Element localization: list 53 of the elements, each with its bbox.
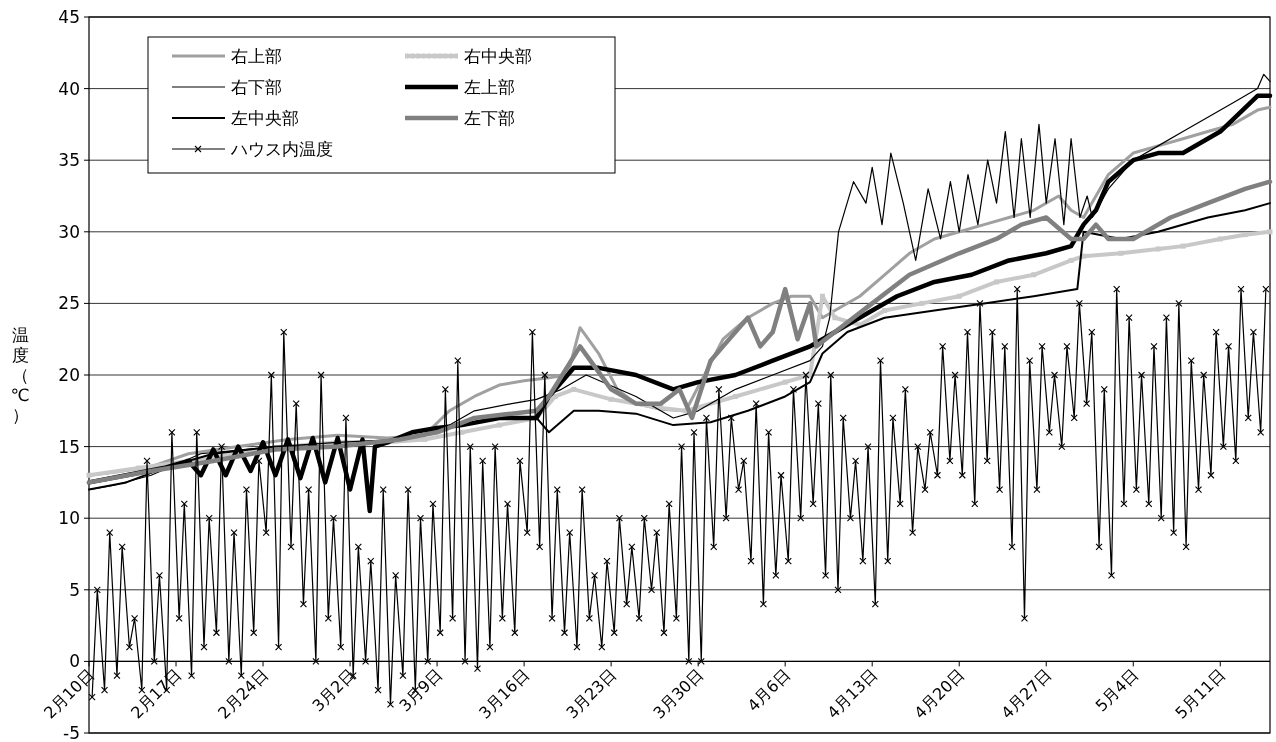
x-tick-label: 3月2日 (308, 664, 359, 716)
point (136, 465, 142, 471)
point (1031, 272, 1037, 278)
x-tick-label: 3月30日 (649, 664, 707, 723)
legend-label: 右上部 (231, 46, 282, 66)
x-tick-label: 3月16日 (475, 664, 533, 723)
y-tick-label: 15 (58, 436, 80, 457)
point (832, 315, 838, 321)
legend-label: ハウス内温度 (230, 139, 333, 159)
x-tick-label: 3月9日 (395, 664, 446, 716)
y-tick-label: 45 (58, 7, 80, 27)
point (608, 396, 614, 402)
point (782, 379, 788, 385)
point (732, 393, 738, 399)
point (1155, 246, 1161, 252)
point (1180, 243, 1186, 249)
y-tick-label: 20 (58, 365, 80, 385)
x-tick-label: 4月13日 (823, 664, 882, 723)
x-tick-label: 4月6日 (743, 664, 794, 716)
y-tick-label: -5 (63, 723, 80, 742)
point (956, 293, 962, 299)
point (1068, 257, 1074, 263)
x-tick-label: 4月20日 (910, 664, 969, 723)
y-tick-label: 10 (58, 508, 80, 529)
legend-label: 右中央部 (464, 46, 532, 66)
point (994, 279, 1000, 285)
point (571, 386, 577, 392)
x-tick-label: 4月27日 (997, 664, 1056, 723)
point (422, 436, 428, 442)
x-tick-label: 5月4日 (1091, 664, 1143, 716)
y-axis-title: 温度（℃） (10, 325, 30, 425)
point (1217, 236, 1223, 242)
x-tick-label: 2月24日 (214, 664, 272, 723)
point (1118, 250, 1124, 256)
y-tick-label: 30 (58, 221, 80, 242)
legend-label: 左上部 (464, 77, 515, 97)
x-tick-label: 3月23日 (562, 664, 620, 723)
point (86, 472, 92, 478)
legend-label: 右下部 (231, 77, 282, 97)
legend-label: 左中央部 (231, 108, 299, 128)
y-tick-label: 40 (58, 78, 80, 99)
y-tick-label: 5 (69, 579, 80, 600)
point (919, 300, 925, 306)
point (1267, 229, 1273, 235)
x-tick-label: 2月17日 (127, 664, 185, 723)
x-tick-label: 5月11日 (1171, 664, 1230, 723)
y-tick-label: 25 (58, 293, 80, 314)
point (882, 308, 888, 314)
point (496, 422, 502, 428)
y-tick-label: 35 (58, 150, 80, 171)
legend-label: 左下部 (464, 108, 515, 128)
point (819, 293, 825, 299)
y-tick-label: 0 (69, 651, 80, 672)
